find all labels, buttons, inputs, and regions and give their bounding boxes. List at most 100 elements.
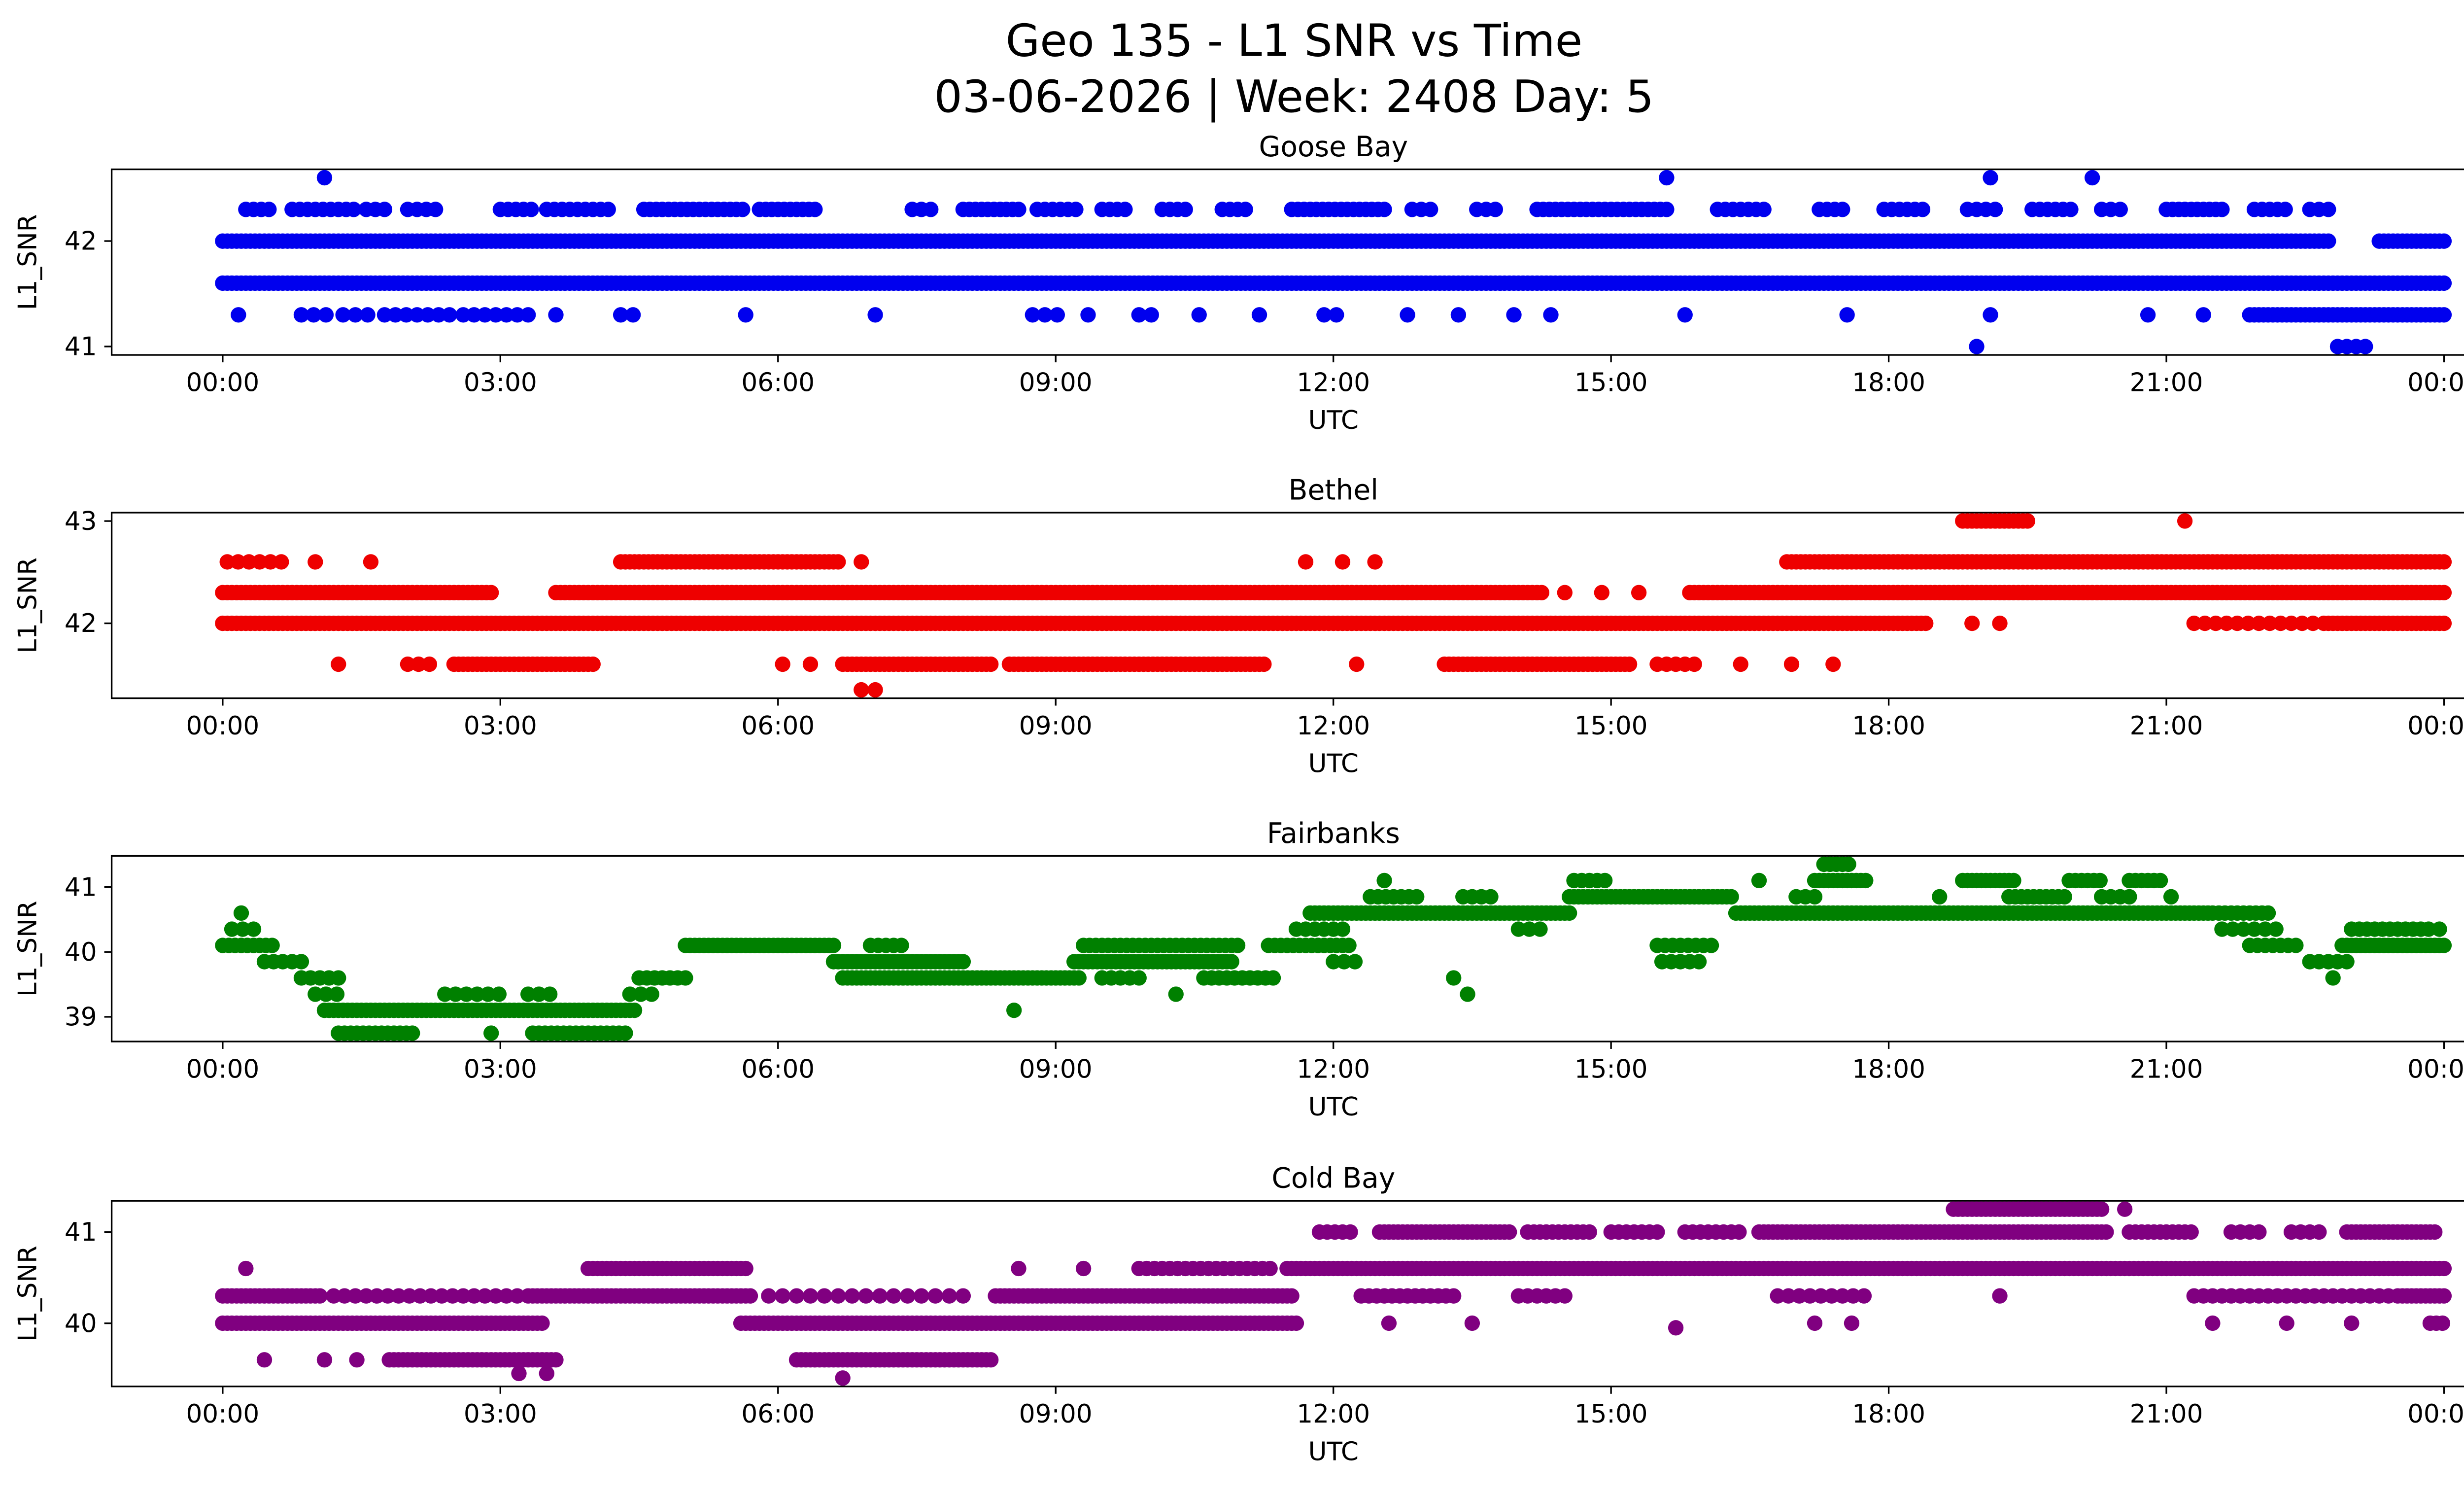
data-point [2257,921,2273,937]
data-point [585,656,601,672]
data-point [2321,233,2336,249]
data-point [1677,307,1693,323]
data-point [1649,1224,1665,1240]
x-axis-label: UTC [1308,1437,1359,1467]
data-point [230,554,246,570]
y-ticks: 41 42 [65,227,112,362]
data-point [1807,1315,1823,1331]
data-point [411,656,427,672]
data-point [1992,615,2008,631]
data-point [1381,1315,1397,1331]
data-point [2224,921,2241,937]
data-point [455,1288,471,1304]
data-point [308,986,323,1002]
data-point [466,1288,482,1304]
data-point [1835,1288,1850,1304]
x-axis-label: UTC [1308,406,1359,435]
data-point [1521,921,1538,937]
data-point [523,202,539,217]
x-tick-label: 00:00 [2407,368,2464,397]
data-point [2092,872,2108,889]
x-tick-label: 06:00 [741,368,815,397]
y-ticks: 40 41 [65,1217,112,1338]
data-point [261,202,277,217]
data-point [2006,872,2021,889]
data-point [318,307,334,323]
data-point [431,307,446,323]
data-point [1288,1315,1304,1331]
data-point [2214,202,2230,217]
x-tick-label: 18:00 [1852,1399,1925,1429]
data-point [2434,1315,2451,1331]
data-point [1983,170,1998,186]
data-point [1025,307,1040,323]
data-point [380,1288,396,1304]
data-point [2063,202,2079,217]
data-point [335,307,351,323]
data-point [499,1288,514,1304]
data-point [420,307,436,323]
data-point [1487,202,1504,217]
data-point [1506,307,1522,323]
data-point [1262,1260,1278,1277]
x-tick-label: 18:00 [1852,711,1925,741]
data-point [360,307,376,323]
y-axis-label: L1_SNR [13,1246,42,1342]
data-point [617,1025,633,1041]
data-point [830,1288,846,1304]
x-tick-label: 06:00 [741,1399,815,1429]
data-point [483,1025,499,1041]
data-point [1483,889,1499,905]
data-point [1326,954,1341,970]
data-point [369,1288,385,1304]
subplot-title: Goose Bay [1259,131,1408,163]
data-point [363,554,379,570]
data-point [1534,585,1549,600]
data-point [400,656,416,672]
data-point [2283,615,2299,631]
data-point [1006,1003,1022,1018]
data-point [2197,615,2213,631]
data-point [626,1003,643,1018]
data-point [233,905,249,921]
data-point [358,1288,374,1304]
x-tick-label: 21:00 [2130,711,2203,741]
subplot-fairbanks: Fairbanks L1_SNR UTC 00:00 03:00 06:00 09:0… [13,817,2464,1122]
data-point [1751,872,1767,889]
data-point [1367,554,1383,570]
data-point [1964,615,1980,631]
data-point [1191,307,1207,323]
data-point [442,307,457,323]
y-axis-label: L1_SNR [13,901,42,997]
data-point [1841,856,1856,872]
data-point [1071,970,1087,986]
data-point [1251,307,1267,323]
data-point [1756,202,1772,217]
x-tick-label: 00:00 [186,1054,259,1084]
data-point [458,986,475,1002]
data-point [1581,1224,1597,1240]
data-point [542,986,558,1002]
data-point [923,202,939,217]
data-point [2084,170,2100,186]
x-tick-label: 09:00 [1019,711,1093,741]
data-point [2436,307,2452,323]
data-point [1703,938,1719,953]
data-point [817,1288,832,1304]
data-point [1561,905,1577,921]
data-point [761,1288,777,1304]
x-axis-label: UTC [1308,749,1359,778]
data-point [293,954,309,970]
data-point [1347,954,1363,970]
data-point [1802,1288,1818,1304]
x-tick-label: 00:00 [186,711,259,741]
x-tick-label: 15:00 [1574,1054,1648,1084]
data-point [329,986,345,1002]
data-point [274,554,289,570]
data-point [1256,656,1272,672]
data-point [235,921,251,937]
data-point [2431,921,2447,937]
data-point [1915,202,1931,217]
data-point [318,986,334,1002]
